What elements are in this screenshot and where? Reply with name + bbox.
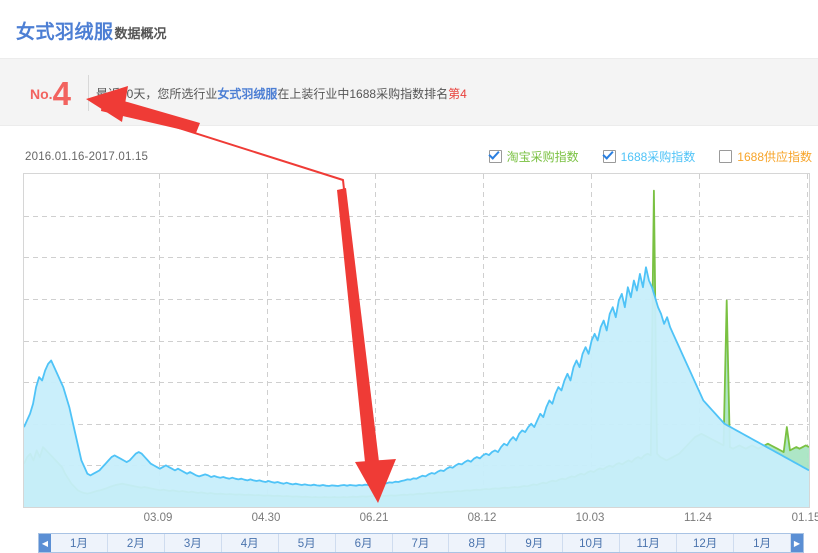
rank-text-rank: 第4	[448, 87, 467, 101]
month-tab[interactable]: 10月	[563, 534, 621, 552]
page-title: 女式羽绒服数据概况	[16, 17, 167, 44]
rank-badge: No.4	[30, 77, 71, 110]
legend-item-taobao-purchase[interactable]: 淘宝采购指数	[488, 148, 579, 165]
x-axis-tick: 03.09	[143, 512, 173, 524]
x-axis-tick: 06.21	[359, 512, 389, 524]
rank-text-before: 最近30天，您所选行业	[96, 87, 218, 101]
next-month-button[interactable]: ▶	[790, 534, 803, 552]
rank-banner: No.4 最近30天，您所选行业女式羽绒服在上装行业中1688采购指数排名第4	[0, 58, 818, 126]
month-tab[interactable]: 4月	[221, 534, 279, 552]
month-tab[interactable]: 8月	[449, 534, 507, 552]
x-axis-tick: 01.15	[791, 512, 818, 524]
x-axis-tick: 04.30	[251, 512, 281, 524]
rank-divider	[88, 75, 89, 111]
x-axis-tick: 08.12	[467, 512, 497, 524]
chart-svg	[24, 174, 809, 507]
chart-plot-area[interactable]	[23, 173, 810, 508]
month-tab[interactable]: 6月	[335, 534, 393, 552]
month-tab[interactable]: 7月	[392, 534, 450, 552]
month-tab[interactable]: 1月	[734, 534, 791, 552]
month-tab[interactable]: 5月	[278, 534, 336, 552]
month-tab[interactable]: 3月	[164, 534, 222, 552]
checkbox-icon[interactable]	[719, 150, 733, 163]
checkbox-icon[interactable]	[488, 150, 502, 163]
legend-label: 1688供应指数	[737, 150, 812, 164]
month-tab[interactable]: 2月	[107, 534, 165, 552]
chart-x-axis: 03.09 04.30 06.21 08.12 10.03 11.24 01.15	[0, 512, 818, 528]
rank-text-middle: 在上装行业中1688采购指数排名	[277, 87, 449, 101]
month-tab[interactable]: 12月	[677, 534, 735, 552]
legend-label: 1688采购指数	[620, 150, 696, 164]
rank-badge-number: 4	[52, 75, 71, 112]
rank-badge-no-label: No.	[30, 86, 53, 102]
month-tab-bar: ◀ 1月 2月 3月 4月 5月 6月 7月 8月 9月 10月 11月 12月…	[38, 533, 804, 553]
x-axis-tick: 11.24	[684, 512, 712, 524]
rank-text-keyword[interactable]: 女式羽绒服	[217, 87, 278, 101]
checkbox-icon[interactable]	[602, 150, 616, 163]
x-axis-tick: 10.03	[575, 512, 605, 524]
month-tab[interactable]: 1月	[51, 534, 108, 552]
month-tab[interactable]: 11月	[620, 534, 678, 552]
chart-panel: 2016.01.16-2017.01.15 淘宝采购指数 1688采购指数 16…	[0, 126, 818, 531]
legend-item-1688-purchase[interactable]: 1688采购指数	[602, 148, 696, 165]
chart-legend: 淘宝采购指数 1688采购指数 1688供应指数	[488, 148, 812, 165]
page-title-suffix: 数据概况	[114, 26, 167, 41]
page-title-keyword: 女式羽绒服	[16, 22, 114, 43]
chart-date-range: 2016.01.16-2017.01.15	[25, 151, 149, 163]
legend-item-1688-supply[interactable]: 1688供应指数	[719, 148, 812, 165]
chart-series-area	[24, 267, 809, 507]
month-tab[interactable]: 9月	[506, 534, 564, 552]
legend-label: 淘宝采购指数	[506, 150, 579, 164]
rank-description: 最近30天，您所选行业女式羽绒服在上装行业中1688采购指数排名第4	[96, 85, 467, 102]
prev-month-button[interactable]: ◀	[39, 534, 51, 552]
